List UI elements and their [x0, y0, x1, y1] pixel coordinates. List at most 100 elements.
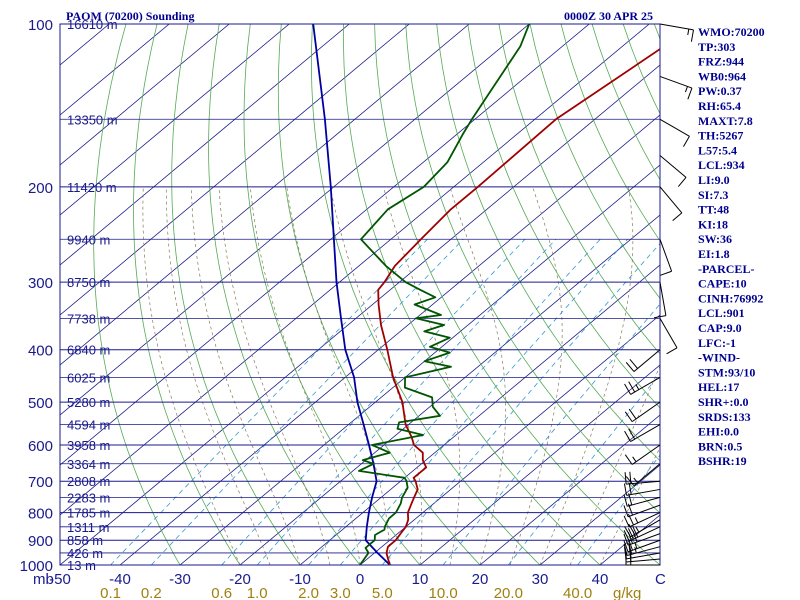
height-tick-label: 16610 m: [67, 17, 118, 32]
dry-adiabat-line: [529, 24, 660, 299]
mixing-ratio-label: 40.0: [563, 585, 592, 600]
wind-barb-flag: [672, 212, 683, 221]
wind-barb-staff: [627, 539, 661, 553]
dry-adiabat-line: [93, 24, 181, 565]
height-tick-label: 13 m: [67, 558, 96, 573]
isotherm-line: [119, 114, 660, 565]
wind-barb-staff: [628, 512, 661, 528]
isotherm-line: [60, 24, 410, 316]
isotherm-line: [239, 214, 660, 565]
wind-barb-icon: [659, 118, 690, 147]
pressure-tick-label: 1000: [20, 558, 53, 575]
mixing-ratio-label: 20.0: [494, 585, 523, 600]
height-tick-label: 858 m: [67, 533, 103, 548]
mixing-ratio-line: [339, 239, 628, 565]
mixing-ratio-label: 3.0: [330, 585, 351, 600]
wind-barb-icon: [623, 482, 661, 496]
wind-barb-staff: [626, 558, 661, 563]
wind-barb-icon: [659, 239, 673, 276]
chart-valid-time: 0000Z 30 APR 25: [564, 9, 653, 23]
wind-barb-flag: [624, 430, 631, 442]
pressure-tick-label: 300: [28, 275, 53, 292]
index-entry: SW:36: [698, 232, 732, 246]
wind-barb-staff: [631, 401, 661, 423]
moist-adiabat-line: [218, 186, 331, 565]
index-entry: LI:9.0: [698, 173, 730, 187]
wind-barb-half-flag: [633, 477, 638, 483]
index-entry: BRN:0.5: [698, 439, 742, 453]
wind-barb-icon: [623, 546, 661, 560]
moist-adiabat-line: [539, 186, 634, 565]
isotherm-line: [60, 24, 470, 366]
temperature-tick-label: 10: [412, 571, 429, 588]
wind-barb-icon: [659, 155, 687, 187]
wind-barb-icon: [625, 463, 661, 487]
isotherm-line: [60, 24, 530, 416]
index-entry: -WIND-: [698, 351, 740, 365]
chart-title: PAOM (70200) Sounding: [66, 9, 194, 23]
wind-barb-flag: [628, 428, 636, 440]
isotherm-line: [419, 364, 660, 565]
index-entry: TT:48: [698, 203, 729, 217]
moist-adiabat-line: [190, 186, 301, 565]
wind-barb-half-flag: [635, 526, 640, 533]
pressure-unit-label: mb: [33, 571, 54, 588]
wind-barb-flag: [623, 543, 628, 556]
mixing-ratio-line: [256, 239, 557, 565]
wind-barb-icon: [659, 186, 683, 221]
wind-barb-flag: [653, 315, 666, 319]
pressure-tick-label: 600: [28, 438, 53, 455]
isobar-grid: [60, 23, 660, 566]
index-entry: LCL:901: [698, 306, 745, 320]
mixing-ratio-line: [110, 239, 428, 565]
dry-adiabat-line: [343, 24, 601, 565]
wind-barb-flag: [623, 546, 628, 559]
wind-barb-staff: [626, 488, 661, 496]
wind-barb-icon: [659, 318, 678, 355]
plot-frame: [59, 23, 661, 566]
index-entry: CAP:9.0: [698, 321, 742, 335]
wind-barb-staff: [659, 282, 667, 316]
wind-barb-icon: [624, 424, 661, 442]
wind-barb-flag: [623, 515, 630, 528]
wind-barb-half-flag: [634, 542, 638, 549]
index-panel: WMO:70200TP:303FRZ:944WB0:964PW:0.37RH:6…: [698, 25, 765, 468]
isotherm-line: [60, 24, 290, 216]
moist-adiabat-line: [449, 186, 507, 565]
index-entry: SHR+:0.0: [698, 395, 749, 409]
wind-barb-icon: [659, 75, 693, 100]
mixing-ratio-line: [577, 454, 660, 565]
wind-barb-icon: [624, 444, 661, 465]
temperature-trace: [377, 48, 660, 565]
wind-barb-flag: [666, 347, 678, 355]
wind-barb-flag: [623, 540, 629, 553]
pressure-tick-label: 700: [28, 474, 53, 491]
wind-barb-staff: [659, 239, 673, 272]
height-tick-label: 3958 m: [67, 438, 110, 453]
wind-barb-staff: [627, 546, 661, 556]
height-tick-label: 2808 m: [67, 474, 110, 489]
wind-barb-flag: [625, 476, 635, 486]
wind-barb-flag: [628, 482, 632, 495]
dry-adiabat-line: [591, 24, 660, 181]
index-entry: SRDS:133: [698, 410, 751, 424]
wind-barb-icon: [623, 526, 661, 542]
mixing-ratio-label: 2.0: [298, 585, 319, 600]
mixing-ratio-label: 0.6: [211, 585, 232, 600]
isotherm-line: [60, 24, 170, 116]
index-entry: FRZ:944: [698, 55, 744, 69]
height-tick-label: 6025 m: [67, 370, 110, 385]
wind-barb-icon: [659, 23, 694, 42]
dewpoint-trace: [357, 24, 531, 565]
wind-barb-flag: [623, 505, 629, 517]
wind-barb-icon: [624, 376, 661, 395]
temperature-tick-label: -40: [109, 571, 131, 588]
index-entry: CAPE:10: [698, 277, 747, 291]
mixing-ratio-line: [151, 239, 464, 565]
dry-adiabat-line: [133, 24, 241, 565]
isotherm-line: [479, 414, 660, 565]
index-entry: EHI:0.0: [698, 425, 739, 439]
isotherm-line: [60, 24, 650, 516]
wind-barb-staff: [659, 75, 693, 89]
temperature-tick-label: -20: [229, 571, 251, 588]
